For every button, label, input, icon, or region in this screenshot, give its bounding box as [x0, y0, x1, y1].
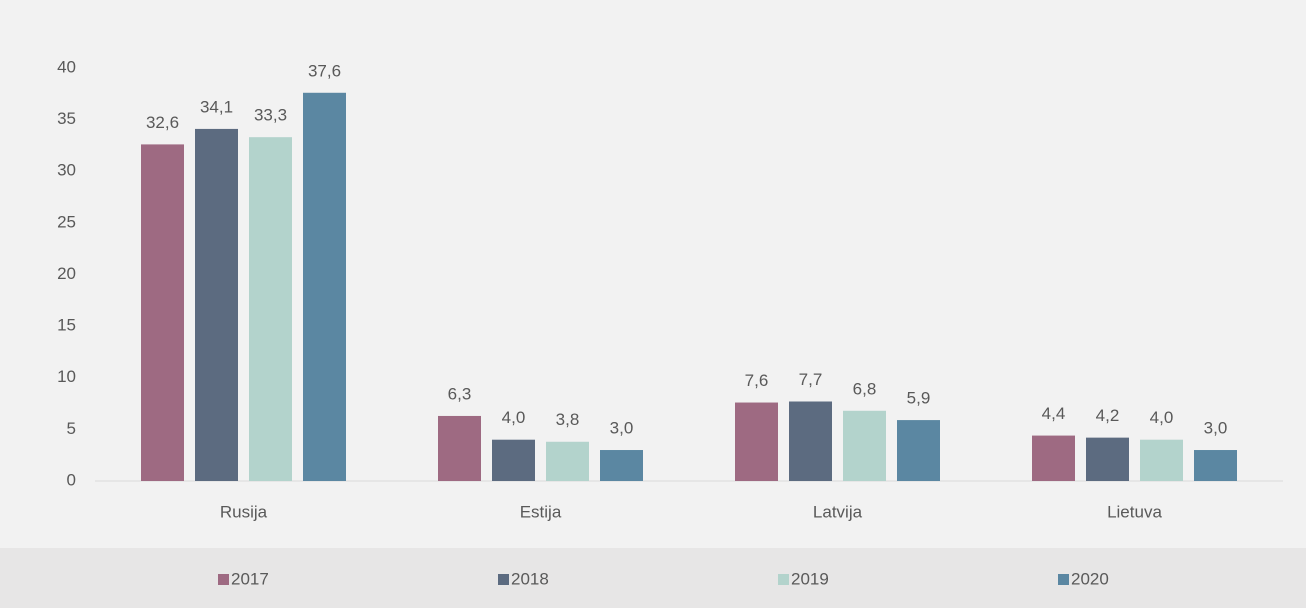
bar: [492, 439, 535, 481]
bar: [843, 410, 886, 481]
legend-background: [0, 548, 1306, 608]
data-label: 4,0: [1150, 408, 1174, 427]
legend-swatch: [498, 574, 509, 585]
data-label: 3,8: [556, 410, 580, 429]
bar: [249, 137, 292, 482]
bar: [1032, 435, 1075, 481]
legend-swatch: [218, 574, 229, 585]
legend-swatch: [778, 574, 789, 585]
data-label: 32,6: [146, 113, 179, 132]
data-label: 4,4: [1042, 404, 1066, 423]
data-label: 37,6: [308, 61, 341, 80]
data-label: 7,7: [799, 370, 823, 389]
bar: [303, 92, 346, 481]
y-tick-label: 40: [57, 57, 76, 76]
bar: [789, 401, 832, 481]
bar: [735, 402, 778, 481]
bar: [141, 144, 184, 481]
y-tick-label: 35: [57, 109, 76, 128]
bar: [546, 441, 589, 481]
bar: [1194, 450, 1237, 481]
y-tick-label: 15: [57, 316, 76, 335]
data-label: 33,3: [254, 106, 287, 125]
data-label: 5,9: [907, 389, 931, 408]
data-label: 4,2: [1096, 406, 1120, 425]
y-tick-label: 5: [67, 419, 76, 438]
bar: [438, 415, 481, 481]
x-tick-label: Lietuva: [1107, 502, 1162, 521]
y-tick-label: 25: [57, 212, 76, 231]
data-label: 3,0: [1204, 419, 1228, 438]
legend-label: 2018: [511, 569, 549, 588]
y-tick-label: 30: [57, 161, 76, 180]
legend-label: 2020: [1071, 569, 1109, 588]
x-tick-label: Rusija: [220, 502, 268, 521]
y-tick-label: 20: [57, 264, 76, 283]
bar: [600, 450, 643, 481]
legend-label: 2019: [791, 569, 829, 588]
data-label: 6,8: [853, 379, 877, 398]
bar: [1140, 439, 1183, 481]
bar: [195, 128, 238, 482]
data-label: 6,3: [448, 384, 472, 403]
data-label: 7,6: [745, 371, 769, 390]
data-label: 4,0: [502, 408, 526, 427]
legend-swatch: [1058, 574, 1069, 585]
bar: [897, 420, 940, 481]
x-tick-label: Estija: [520, 502, 562, 521]
y-tick-label: 0: [67, 470, 76, 489]
legend-label: 2017: [231, 569, 269, 588]
x-tick-label: Latvija: [813, 502, 863, 521]
data-label: 3,0: [610, 419, 634, 438]
bar: [1086, 437, 1129, 481]
data-label: 34,1: [200, 97, 233, 116]
y-tick-label: 10: [57, 367, 76, 386]
